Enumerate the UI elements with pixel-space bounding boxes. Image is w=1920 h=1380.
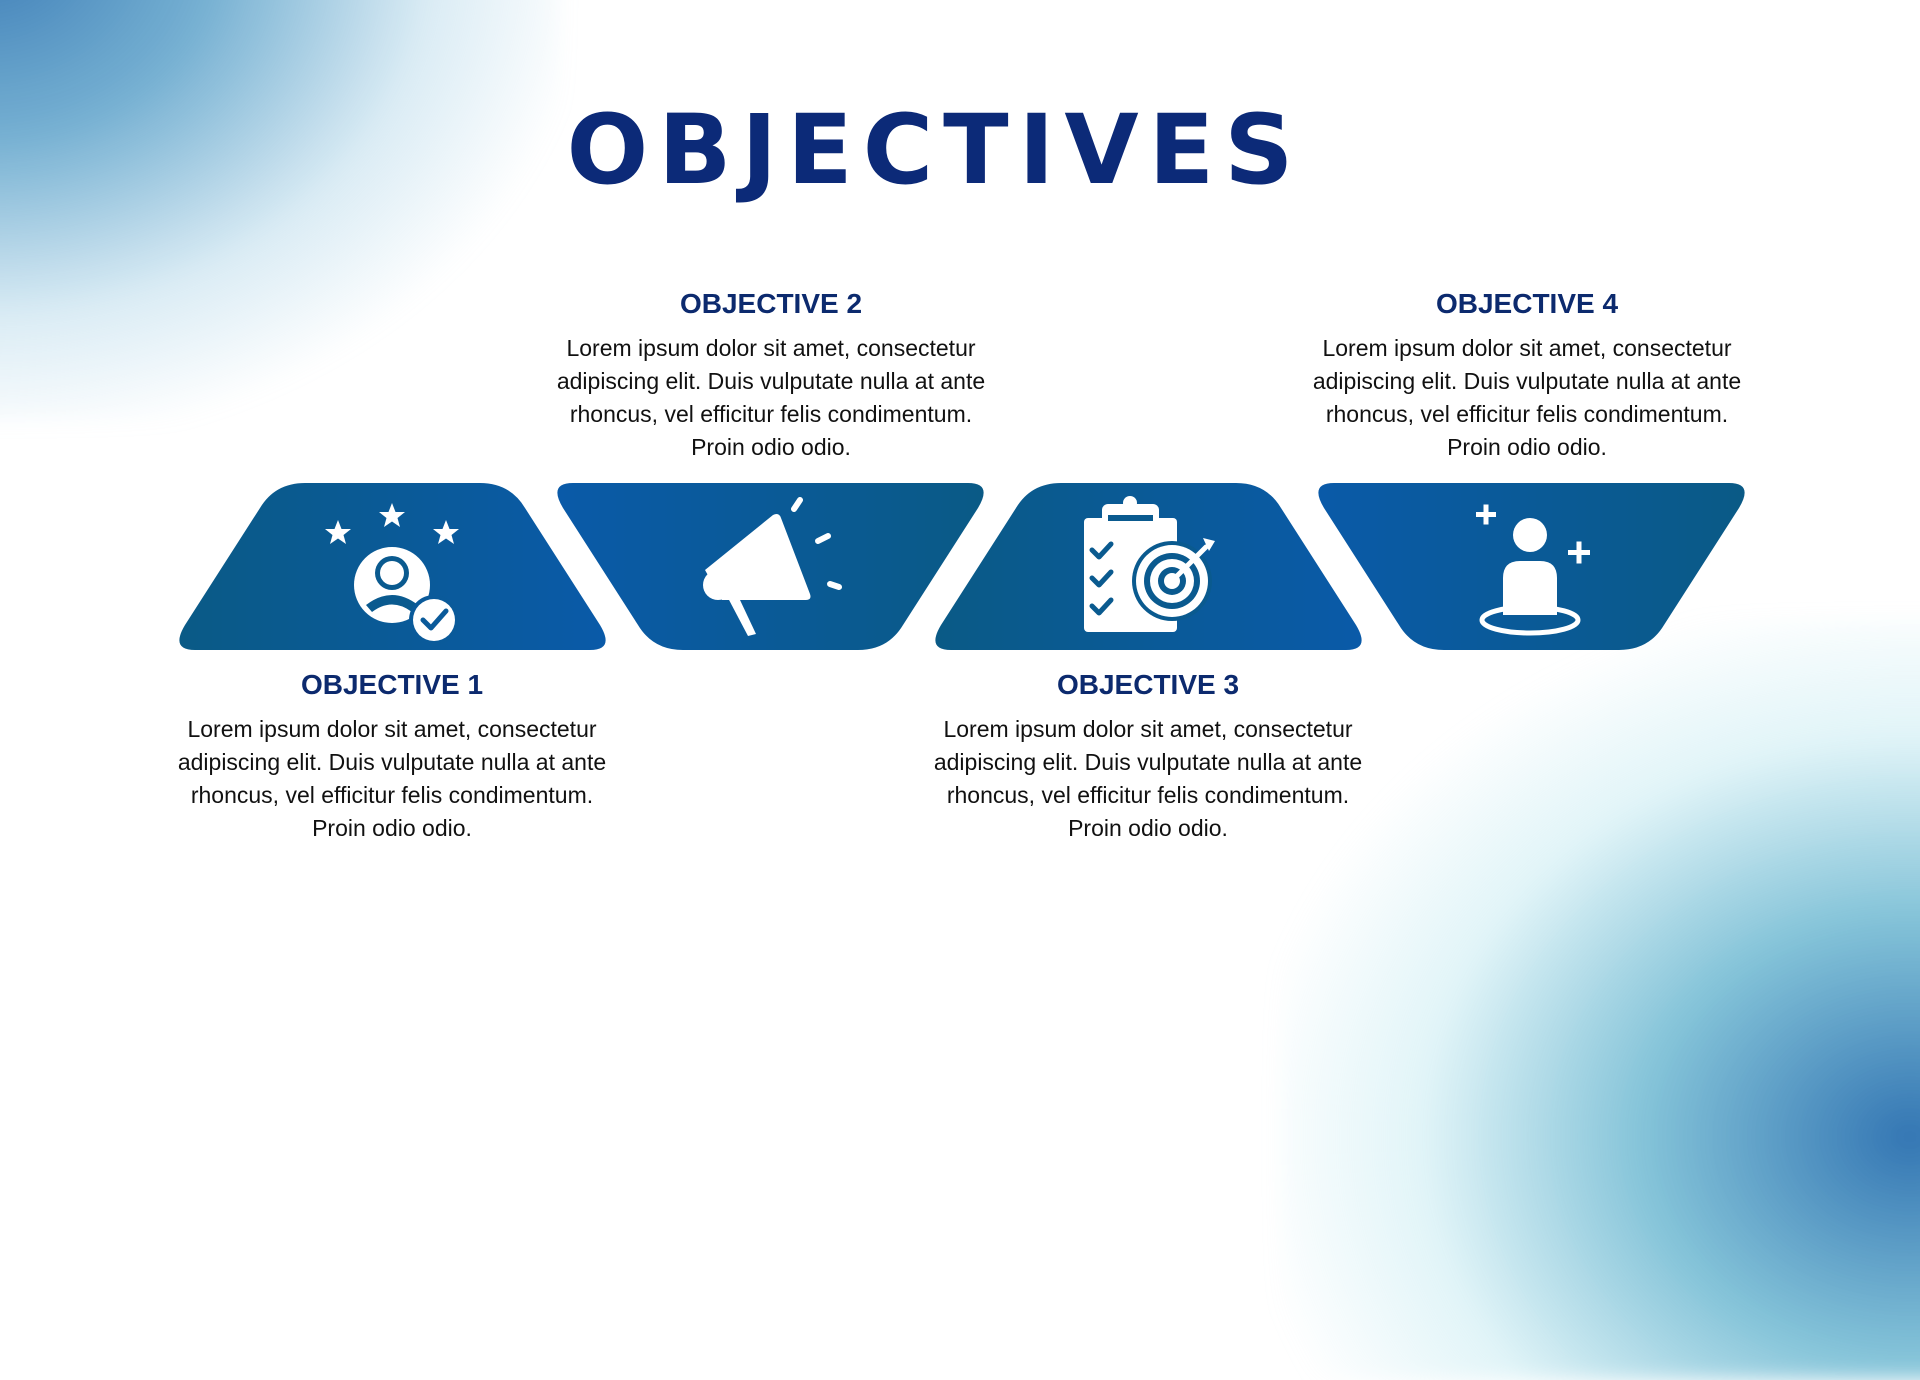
objective-4-title: OBJECTIVE 4 (1435, 288, 1619, 319)
add-person-icon (1476, 504, 1590, 636)
megaphone-icon (703, 497, 842, 636)
objectives-diagram: OBJECTIVE 2 Lorem ipsum dolor sit amet, … (177, 288, 1745, 841)
objective-3-title: OBJECTIVE 3 (1056, 669, 1240, 700)
objective-4-description: Lorem ipsum dolor sit amet, consectetur … (1312, 335, 1742, 460)
diagram-shapes (179, 483, 1745, 650)
objective-3-description: Lorem ipsum dolor sit amet, consectetur … (933, 716, 1363, 841)
clipboard-target-icon (1084, 496, 1215, 632)
user-rating-icon (325, 503, 459, 645)
objective-1-description: Lorem ipsum dolor sit amet, consectetur … (177, 716, 607, 841)
objective-2-title: OBJECTIVE 2 (679, 288, 863, 319)
objective-2-description: Lorem ipsum dolor sit amet, consectetur … (556, 335, 986, 460)
page-title: OBJECTIVES (566, 94, 1304, 206)
background-gradient-top-left (0, 0, 560, 420)
objective-1-title: OBJECTIVE 1 (300, 669, 484, 700)
